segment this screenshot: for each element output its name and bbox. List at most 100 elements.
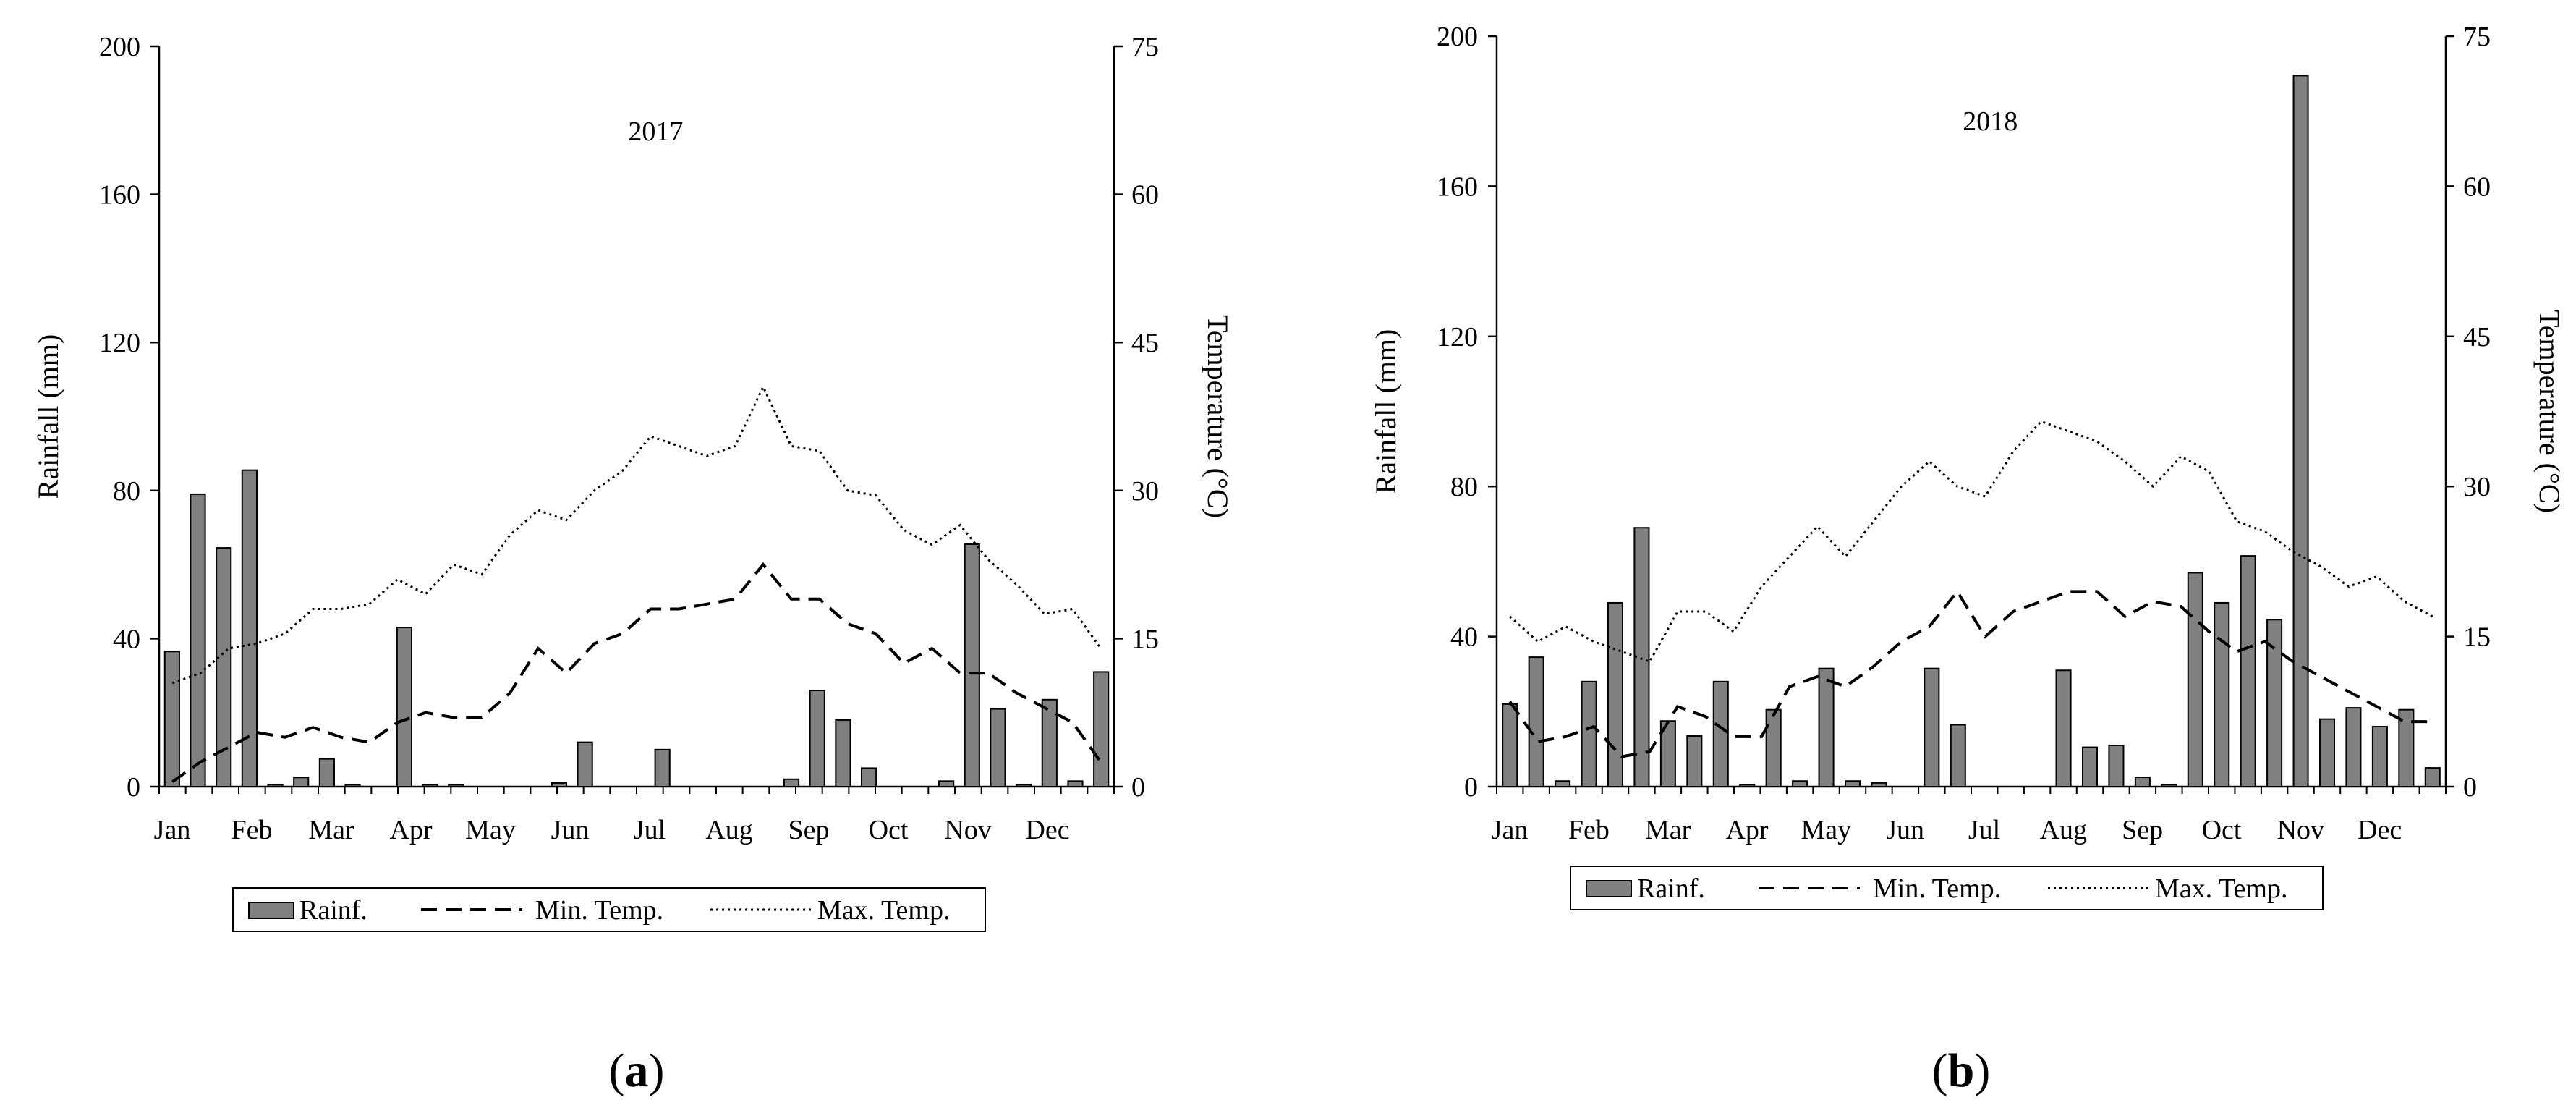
- x-tick-label: Feb: [231, 815, 273, 845]
- rainfall-bar: [2318, 718, 2336, 787]
- rainfall-bar: [267, 784, 284, 788]
- x-tick-label: Oct: [869, 815, 909, 845]
- legend-rainfall-label: Rainf.: [299, 895, 367, 926]
- x-tick-label: Aug: [705, 815, 752, 845]
- rainfall-bar: [1633, 527, 1650, 787]
- legend-box: [232, 887, 986, 932]
- rainfall-bar: [2134, 777, 2151, 787]
- chart-a-svg: 0 40 80 120 160 200 0 15 30 45 60 75 Jan Feb Mar Apr May…: [32, 32, 1234, 932]
- chart-b-svg: 0 40 80 120 160 200 0 15 30 45 60 75 Jan Feb Mar Apr May…: [1369, 22, 2566, 910]
- x-tick-label: Dec: [2358, 815, 2402, 845]
- x-tick-label: Sep: [788, 815, 830, 845]
- rainfall-bar: [990, 708, 1006, 788]
- chart-panel-a: 0 40 80 120 160 200 0 15 30 45 60 75 Jan Feb Mar Apr May…: [0, 0, 1288, 1097]
- rainfall-bar: [344, 784, 361, 788]
- rainfall-bar: [2081, 746, 2099, 787]
- rainfall-bar: [1844, 780, 1861, 788]
- rainfall-bar: [2292, 75, 2309, 787]
- rainfall-bar: [293, 777, 310, 788]
- rainfall-bar: [1607, 601, 1624, 787]
- rainfall-bar: [216, 547, 232, 788]
- chart-panel-b: 0 40 80 120 160 200 0 15 30 45 60 75 Jan Feb Mar Apr May…: [1288, 0, 2576, 1097]
- y-left-axis-label: Rainfall (mm): [1369, 329, 1402, 494]
- rainfall-bar: [241, 469, 258, 787]
- rainfall-bar: [809, 690, 825, 788]
- x-tick-label: Jul: [634, 815, 666, 845]
- legend-max-temp-label: Max. Temp.: [817, 895, 950, 926]
- x-tick-label: Jul: [1968, 815, 2000, 845]
- chart-title: 2017: [628, 117, 683, 147]
- rainfall-bar: [654, 748, 671, 787]
- rainfall-bar: [577, 741, 593, 787]
- y-left-tick-label: 0: [1464, 772, 1478, 803]
- rainfall-bar: [2266, 619, 2283, 788]
- rainfall-bar: [2108, 744, 2125, 787]
- rainfall-bar: [835, 719, 851, 787]
- y-right-tick-label: 45: [2463, 322, 2491, 352]
- rainfall-bar: [1765, 708, 1782, 788]
- x-tick-label: Dec: [1025, 815, 1069, 845]
- x-tick-label: Nov: [944, 815, 991, 845]
- rainfall-bar: [1093, 671, 1110, 787]
- rainfall-bar: [163, 651, 180, 787]
- y-right-tick-label: 45: [1131, 328, 1159, 358]
- x-tick-label: May: [465, 815, 516, 845]
- x-tick-label: Mar: [1645, 815, 1691, 845]
- rainfall-bar: [1686, 735, 1703, 787]
- x-tick-label: May: [1801, 815, 1852, 845]
- rainfall-bar: [2240, 555, 2256, 787]
- rainfall-bar: [1712, 680, 1729, 787]
- panel-caption-a: (a): [608, 1044, 665, 1097]
- rainfall-bar: [2214, 601, 2230, 787]
- y-right-tick-label: 60: [2463, 172, 2491, 202]
- y-left-tick-label: 40: [113, 624, 140, 654]
- x-tick-label: Jun: [1886, 815, 1924, 845]
- rainfall-bar: [1581, 680, 1597, 787]
- y-right-axis-label: Temperature (°C): [1202, 315, 1234, 518]
- legend-box: [1570, 866, 2324, 910]
- rainfall-bar: [1502, 703, 1518, 787]
- x-tick-label: Jun: [551, 815, 590, 845]
- y-left-tick-label: 0: [127, 772, 140, 803]
- legend-min-temp-label: Min. Temp.: [535, 895, 663, 926]
- legend-max-temp-label: Max. Temp.: [2155, 873, 2287, 904]
- rainfall-bar: [551, 782, 568, 788]
- rainfall-bar: [2398, 708, 2415, 788]
- y-left-tick-label: 40: [1450, 622, 1478, 653]
- chart-title: 2018: [1963, 106, 2018, 137]
- rainfall-bar: [2055, 669, 2072, 788]
- rainfall-bar: [2371, 726, 2388, 787]
- rainfall-bar: [422, 784, 438, 788]
- y-left-tick-label: 160: [1437, 172, 1478, 202]
- y-left-axis-label: Rainfall (mm): [32, 334, 64, 499]
- x-tick-label: Sep: [2122, 815, 2163, 845]
- rainfall-bar: [938, 780, 955, 788]
- rainfall-bar: [2424, 767, 2441, 787]
- y-right-tick-label: 30: [1131, 476, 1159, 507]
- rainfall-bar: [1950, 724, 1966, 788]
- y-right-tick-label: 0: [2463, 772, 2477, 803]
- y-right-tick-label: 15: [1131, 624, 1159, 654]
- x-tick-label: Nov: [2277, 815, 2324, 845]
- x-tick-label: Mar: [308, 815, 354, 845]
- y-right-tick-label: 75: [1131, 32, 1159, 62]
- rainfall-bar: [860, 767, 877, 788]
- y-left-tick-label: 200: [99, 32, 140, 62]
- y-left-tick-label: 120: [99, 328, 140, 358]
- x-tick-label: Apr: [1725, 815, 1768, 845]
- rainfall-bar: [448, 784, 464, 788]
- panel-caption-b: (b): [1931, 1044, 1991, 1097]
- min-temp-line: [171, 562, 1102, 783]
- rainfall-bar: [1067, 780, 1084, 788]
- x-tick-label: Jan: [154, 815, 191, 845]
- rainfall-bar: [1016, 784, 1032, 788]
- y-left-tick-label: 80: [113, 476, 140, 507]
- x-tick-label: Apr: [389, 815, 432, 845]
- rainfall-bar: [2345, 707, 2362, 787]
- y-right-tick-label: 0: [1131, 772, 1145, 803]
- legend-min-temp-label: Min. Temp.: [1873, 873, 2001, 904]
- legend-rainfall-label: Rainf.: [1637, 873, 1705, 904]
- legend-rainfall-swatch: [248, 902, 294, 919]
- rainfall-bar: [190, 493, 206, 787]
- y-left-tick-label: 80: [1450, 472, 1478, 502]
